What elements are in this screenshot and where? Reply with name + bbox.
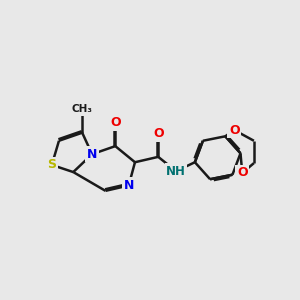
Text: O: O: [153, 127, 164, 140]
Text: O: O: [237, 167, 247, 179]
Text: CH₃: CH₃: [72, 104, 93, 115]
Text: O: O: [229, 124, 239, 136]
Text: NH: NH: [166, 165, 186, 178]
Text: N: N: [124, 179, 134, 192]
Text: N: N: [87, 148, 97, 161]
Text: S: S: [47, 158, 56, 171]
Text: O: O: [110, 116, 121, 129]
